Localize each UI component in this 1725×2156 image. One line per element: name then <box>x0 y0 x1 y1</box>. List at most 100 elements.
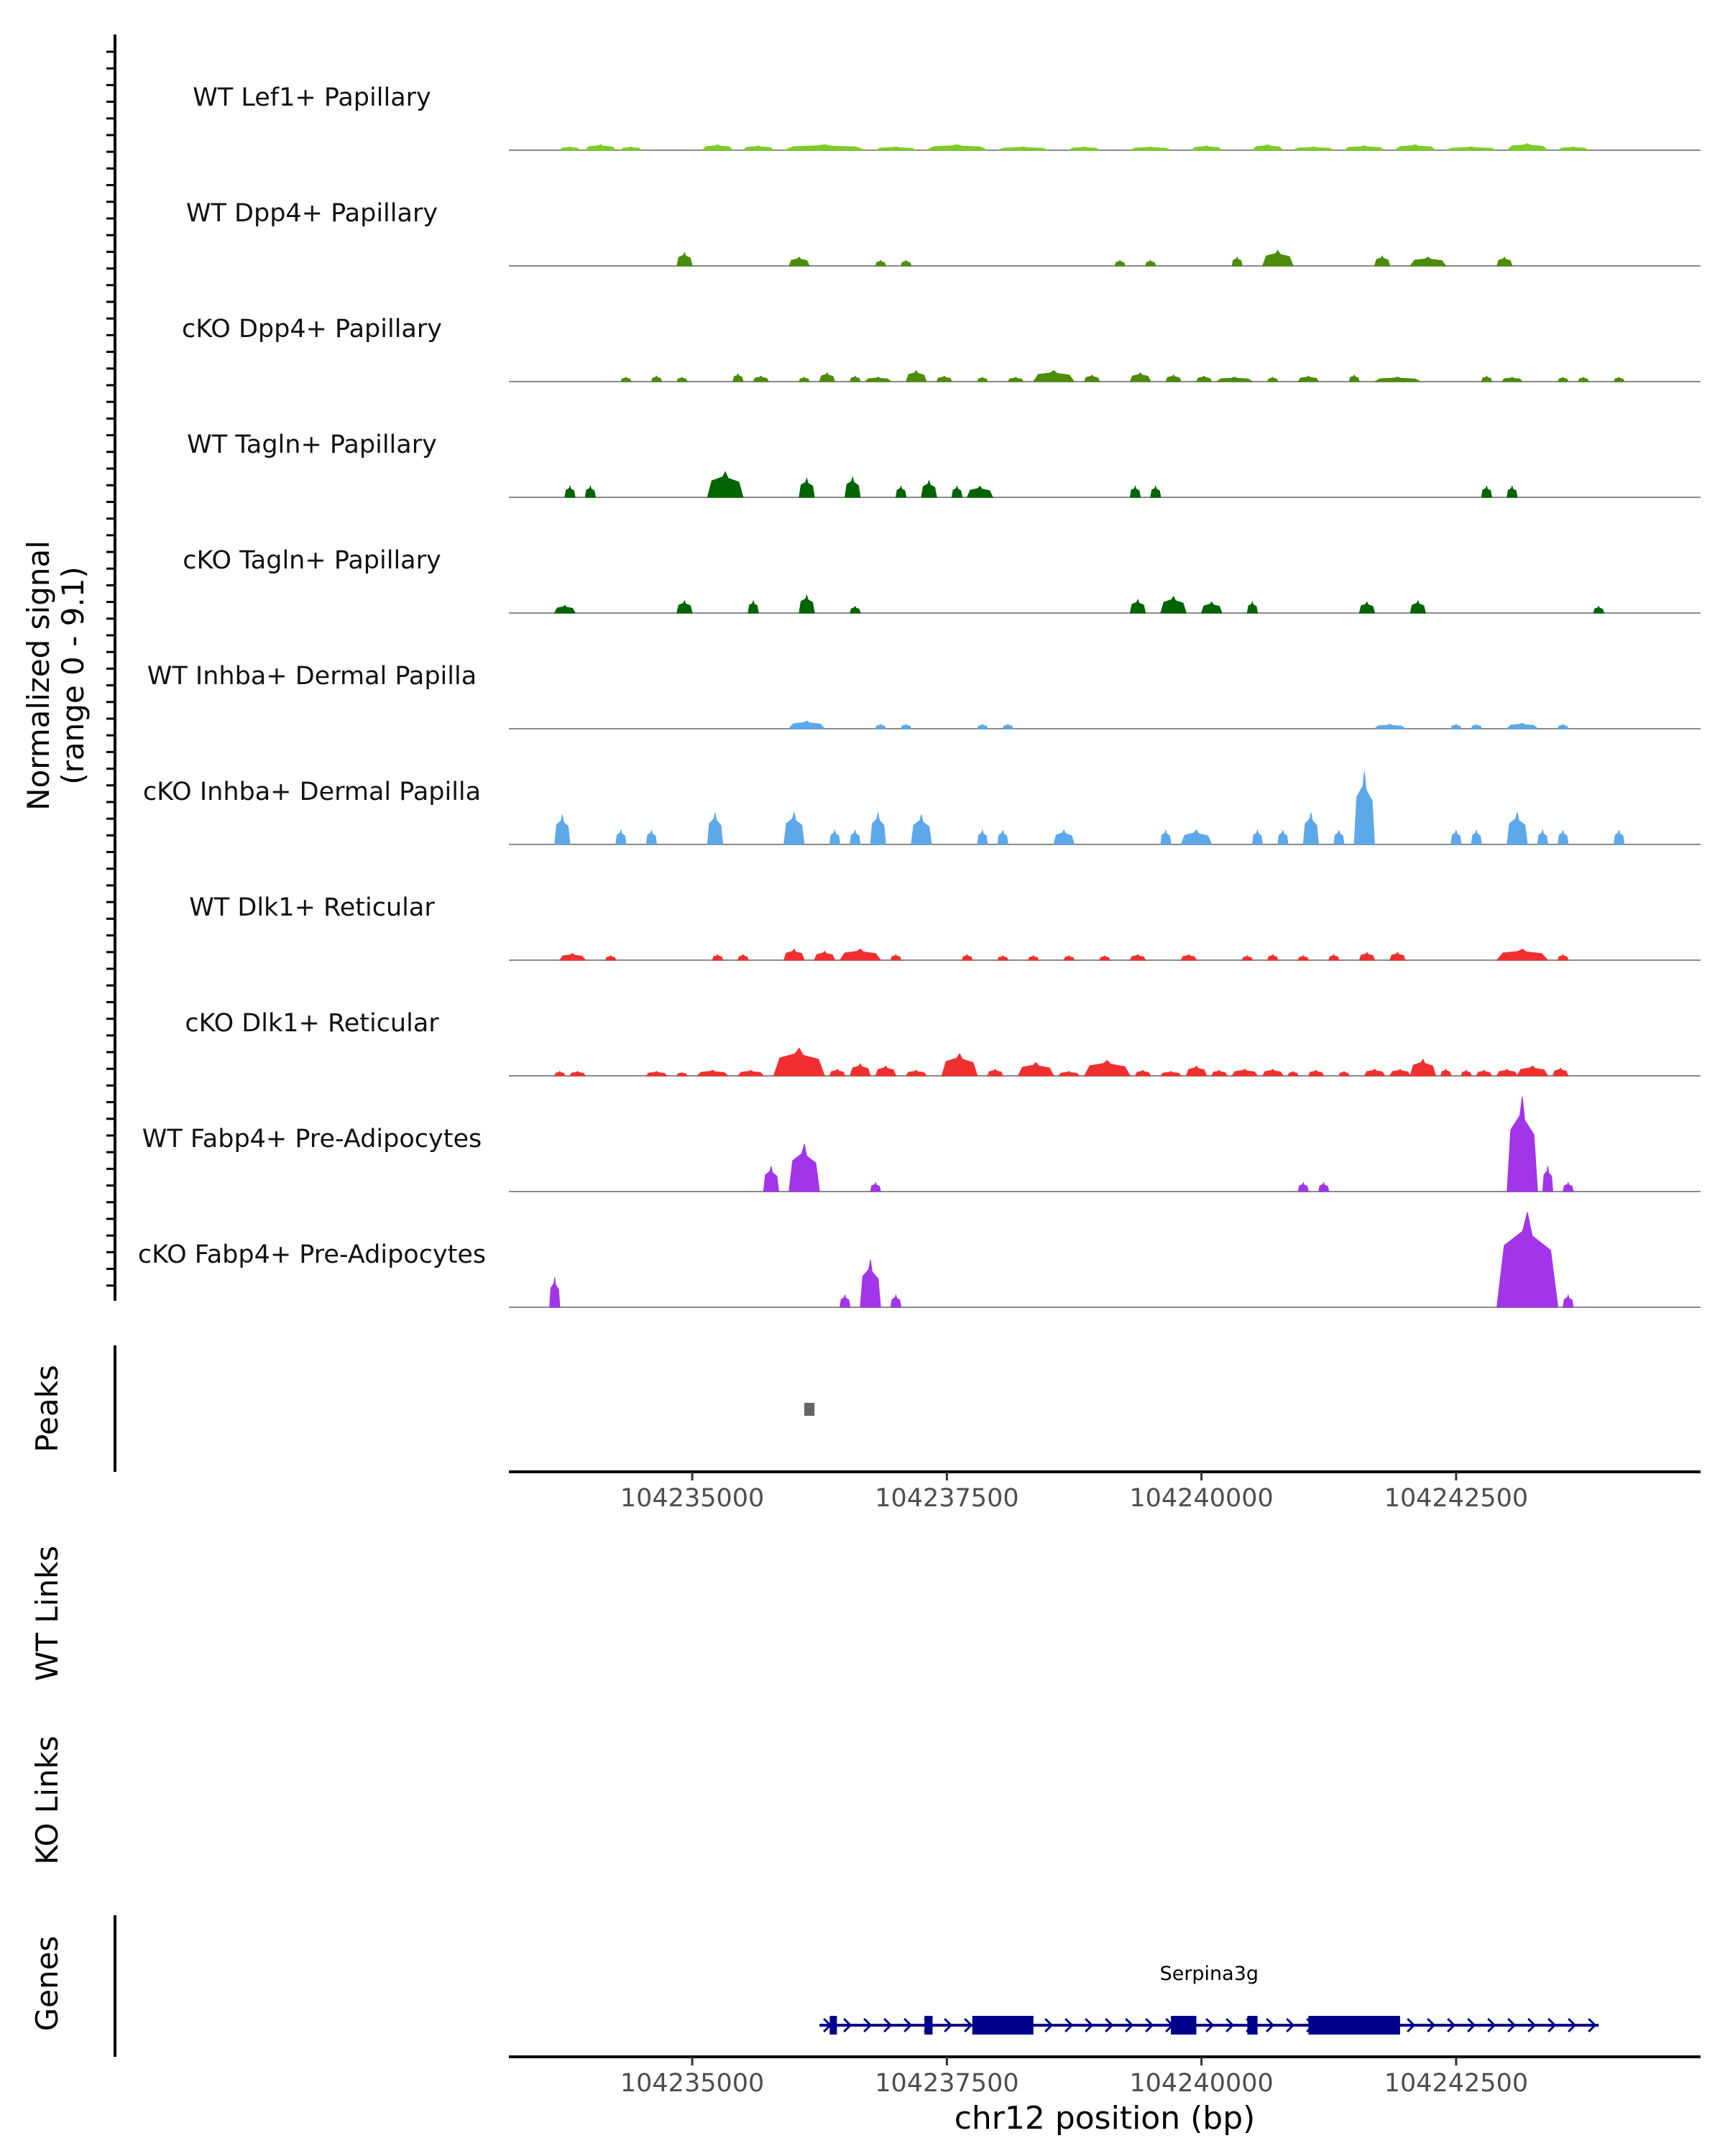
coverage-peak <box>1394 144 1438 151</box>
coverage-peak <box>850 1063 871 1077</box>
coverage-peak <box>1537 829 1548 845</box>
coverage-peak <box>1302 812 1320 845</box>
coverage-peak <box>1165 374 1182 382</box>
coverage-peak <box>1129 954 1146 961</box>
coverage-peak <box>890 954 902 961</box>
track-3: cKO Dpp4+ Papillary <box>182 315 1701 382</box>
coverage-peak <box>941 1053 978 1077</box>
track-label: cKO Inhba+ Dermal Papilla <box>143 778 481 806</box>
coverage-peak <box>753 375 770 382</box>
coverage-peak <box>584 485 597 498</box>
coverage-peak <box>1506 722 1539 729</box>
coverage-peak <box>783 812 805 845</box>
track-2: WT Dpp4+ Papillary <box>186 199 1701 267</box>
gene-exon <box>1171 2016 1197 2035</box>
coverage-peak <box>737 1069 765 1077</box>
coverage-peak <box>1338 1070 1350 1077</box>
coverage-peak <box>906 369 927 382</box>
coverage-peak <box>1067 146 1100 151</box>
coverage-peak <box>819 372 836 382</box>
coverage-peak <box>1083 1059 1131 1077</box>
coverage-peak <box>1374 724 1407 729</box>
coverage-peak <box>936 375 953 382</box>
coverage-peak <box>1180 954 1197 961</box>
coverage-peak <box>850 605 861 614</box>
track-label: WT Fabp4+ Pre-Adipocytes <box>142 1125 482 1153</box>
coverage-peak <box>1159 1071 1182 1077</box>
gene-strand-arrow <box>1205 2017 1215 2033</box>
coverage-peak <box>569 1071 586 1077</box>
peak-region <box>804 1403 815 1416</box>
coverage-peak <box>951 485 963 498</box>
gene-strand-arrow <box>903 2017 913 2033</box>
coverage-peak <box>870 812 886 845</box>
gene-strand-arrow <box>1527 2017 1537 2033</box>
coverage-peak <box>676 376 688 382</box>
gene-strand-arrow <box>1044 2017 1054 2033</box>
coverage-peak <box>1200 601 1223 614</box>
gene-strand-arrow <box>1085 2017 1094 2033</box>
coverage-peak <box>554 814 571 845</box>
coverage-peak <box>558 146 581 151</box>
x-axis-upper-tick-label: 104240000 <box>1129 1484 1273 1513</box>
track-label: WT Inhba+ Dermal Papilla <box>147 662 477 691</box>
coverage-peak <box>1348 374 1360 382</box>
coverage-y-axis-label: Normalized signal (range 0 - 9.1) <box>21 540 91 811</box>
coverage-peak <box>875 723 887 729</box>
coverage-peak <box>926 144 988 151</box>
gene-strand-arrow <box>1266 2017 1275 2033</box>
coverage-peak <box>1557 376 1569 382</box>
track-1: WT Lef1+ Papillary <box>193 83 1701 151</box>
coverage-peak <box>1215 377 1254 382</box>
track-label: WT Dpp4+ Papillary <box>186 199 438 228</box>
coverage-peak <box>1389 1069 1411 1077</box>
gene-strand-arrow <box>1145 2017 1154 2033</box>
coverage-peak <box>564 485 576 498</box>
coverage-peak <box>737 954 749 961</box>
x-axis-upper-tick-label: 104235000 <box>620 1484 764 1513</box>
coverage-peak <box>875 1065 897 1077</box>
wt-links-panel-label: WT Links <box>29 1546 65 1681</box>
x-axis-ticks-upper: 104235000 104237500 104240000 104242500 <box>620 1472 1528 1513</box>
coverage-peak <box>998 146 1049 151</box>
coverage-peak <box>1363 1069 1386 1077</box>
gene-strand-arrow <box>1467 2017 1476 2033</box>
coverage-peak <box>1261 249 1294 267</box>
coverage-peak <box>707 471 744 498</box>
coverage-peak <box>1099 954 1110 961</box>
coverage-peak <box>829 1069 846 1077</box>
coverage-peak <box>1251 829 1264 845</box>
coverage-peak <box>977 376 988 382</box>
gene-strand-arrow <box>1286 2017 1295 2033</box>
coverage-peak <box>1251 144 1284 151</box>
gene-strand-arrow <box>1125 2017 1134 2033</box>
coverage-peak <box>1358 601 1376 614</box>
coverage-peak <box>1496 1212 1559 1308</box>
x-axis-ticks-lower: 104235000 104237500 104240000 104242500 <box>620 2057 1528 2098</box>
x-axis-title: chr12 position (bp) <box>954 2100 1256 2137</box>
coverage-peak <box>1114 259 1126 267</box>
coverage-peak <box>620 377 632 382</box>
coverage-peak <box>1160 829 1172 845</box>
coverage-peak <box>1231 256 1243 267</box>
coverage-peak <box>1053 829 1075 845</box>
gene-strand-arrow <box>1547 2017 1557 2033</box>
track-9: cKO Dlk1+ Reticular <box>185 1009 1701 1077</box>
coverage-peak <box>1409 599 1427 614</box>
coverage-peak <box>1130 146 1172 151</box>
coverage-peak <box>645 829 658 845</box>
coverage-peak <box>1333 829 1345 845</box>
coverage-peak <box>799 377 810 382</box>
coverage-peak <box>1374 255 1391 267</box>
coverage-peak <box>870 1181 881 1192</box>
coverage-peak <box>890 1294 902 1308</box>
coverage-peak <box>799 594 815 614</box>
track-6: WT Inhba+ Dermal Papilla <box>147 662 1701 729</box>
coverage-peak <box>1476 1069 1493 1077</box>
coverage-peak <box>1195 375 1213 382</box>
coverage-peak <box>554 604 576 614</box>
coverage-peak <box>1007 377 1024 382</box>
coverage-peak <box>620 146 643 151</box>
coverage-peak <box>1058 1071 1080 1077</box>
